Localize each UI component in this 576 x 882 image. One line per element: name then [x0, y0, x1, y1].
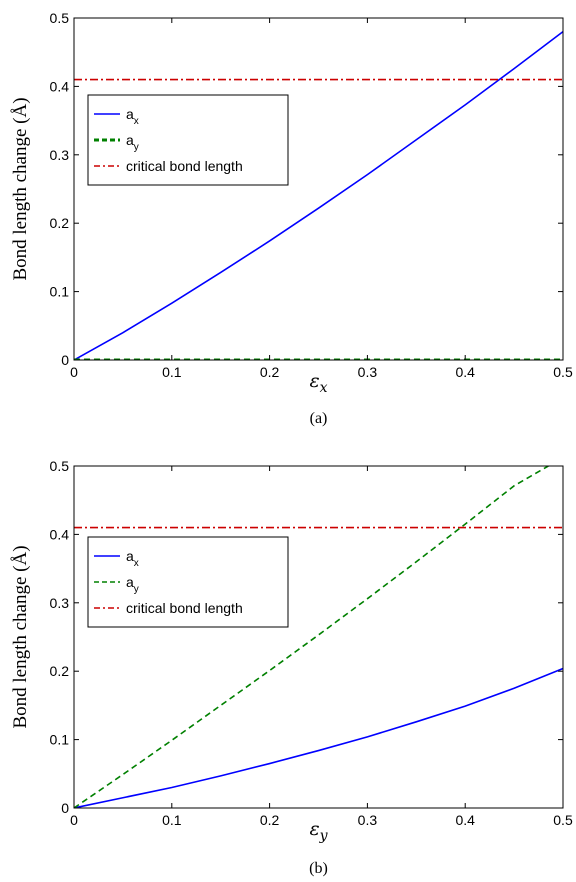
series-line-a-x — [74, 31, 563, 360]
panel-caption: (a) — [310, 410, 328, 427]
legend: ax ay critical bond length — [87, 94, 289, 186]
legend-label: critical bond length — [126, 600, 243, 616]
x-tick-label: 0.5 — [553, 364, 573, 380]
panel-caption: (b) — [309, 860, 328, 877]
legend: ax ay critical bond length — [87, 536, 289, 628]
y-axis-label: Bond length change (Å) — [10, 97, 31, 280]
legend-label: ay — [126, 132, 139, 153]
x-axis-label: εy — [309, 818, 328, 844]
y-axis-label: Bond length change (Å) — [10, 545, 31, 728]
y-tick-label: 0.4 — [50, 78, 70, 94]
legend-label: ay — [126, 574, 139, 595]
y-tick-label: 0.2 — [50, 215, 70, 231]
chart-panel-2: 0 0.1 0.2 0.3 0.4 0.5 0 0.1 0.2 0.3 0.4 0.5 Bond len… — [10, 458, 573, 877]
y-tick-label: 0.1 — [50, 732, 70, 748]
series-line-a-y — [74, 466, 549, 808]
legend-label: critical bond length — [126, 158, 243, 174]
x-tick-label: 0.4 — [455, 364, 475, 380]
legend-label: ax — [126, 106, 139, 127]
plot-frame — [73, 465, 564, 809]
y-tick-label: 0.4 — [50, 526, 70, 542]
legend-label: ax — [126, 548, 139, 569]
x-tick-label: 0.5 — [553, 812, 573, 828]
legend-box — [87, 536, 289, 628]
y-tick-label: 0.5 — [50, 458, 70, 474]
chart-panel-1: 0 0.1 0.2 0.3 0.4 0.5 0 0.1 0.2 0.3 0.4 0.5 Bond len… — [10, 10, 573, 427]
plot-frame — [73, 17, 564, 361]
series-line-a-x — [74, 667, 563, 808]
x-tick-label: 0.3 — [358, 364, 378, 380]
y-tick-label: 0.1 — [50, 284, 70, 300]
y-tick-label: 0 — [61, 352, 69, 368]
x-tick-label: 0 — [70, 364, 78, 380]
y-tick-label: 0.5 — [50, 10, 70, 26]
x-tick-label: 0.3 — [358, 812, 378, 828]
y-tick-label: 0.3 — [50, 595, 70, 611]
y-tick-label: 0 — [61, 800, 69, 816]
x-tick-label: 0.2 — [260, 812, 280, 828]
x-tick-label: 0.1 — [162, 812, 182, 828]
x-tick-label: 0.4 — [455, 812, 475, 828]
y-tick-label: 0.3 — [50, 147, 70, 163]
x-tick-label: 0 — [70, 812, 78, 828]
x-tick-label: 0.1 — [162, 364, 182, 380]
x-axis-label: εx — [309, 370, 327, 396]
legend-box — [87, 94, 289, 186]
y-tick-label: 0.2 — [50, 663, 70, 679]
x-tick-label: 0.2 — [260, 364, 280, 380]
